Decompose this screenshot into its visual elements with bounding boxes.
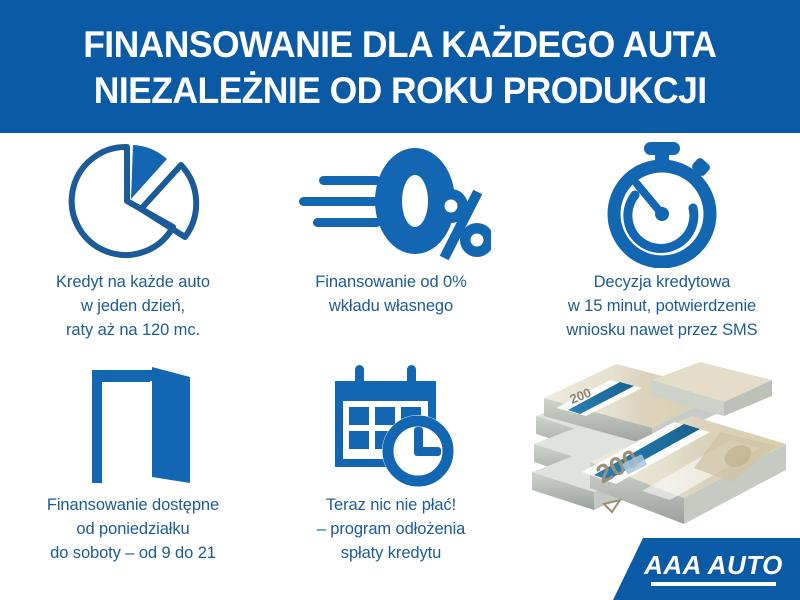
header-banner: FINANSOWANIE DLA KAŻDEGO AUTA NIEZALEŻNI… — [0, 0, 800, 133]
calendar-clock-icon — [258, 361, 524, 493]
caption-line: w jeden dzień, — [80, 297, 186, 315]
caption-line: w 15 minut, potwierdzenie — [567, 297, 757, 315]
caption-line: Finansowanie dostępne — [46, 496, 220, 514]
caption-line: Finansowanie od 0% — [315, 273, 467, 291]
headline-line-1: FINANSOWANIE DLA KAŻDEGO AUTA — [83, 23, 717, 65]
logo-underline — [651, 582, 776, 586]
feature-card-credit: Kredyt na każde auto w jeden dzień, raty… — [0, 138, 266, 363]
caption-line: od poniedziałku — [76, 520, 190, 538]
feature-caption: Finansowanie dostępne od poniedziałku do… — [0, 493, 266, 565]
zero-percent-icon — [258, 138, 524, 270]
aaa-auto-logo[interactable]: AAA AUTO — [613, 538, 800, 600]
feature-card-hours: Finansowanie dostępne od poniedziałku do… — [0, 361, 266, 591]
caption-line: raty aż na 120 mc. — [66, 321, 200, 339]
banknote-stacks-photo: 200 200 — [524, 358, 800, 533]
open-door-icon — [0, 361, 266, 493]
caption-line: Kredyt na każde auto — [56, 273, 210, 291]
caption-line: wniosku nawet przez SMS — [566, 321, 758, 339]
caption-line: do soboty – od 9 do 21 — [50, 544, 216, 562]
caption-line: Teraz nic nie płać! — [325, 496, 457, 514]
headline-line-2: NIEZALEŻNIE OD ROKU PRODUKCJI — [93, 69, 707, 111]
feature-caption: Decyzja kredytowa w 15 minut, potwierdze… — [524, 270, 800, 342]
feature-grid: Kredyt na każde auto w jeden dzień, raty… — [0, 133, 800, 600]
feature-caption: Teraz nic nie płać! – program odłożenia … — [258, 493, 524, 565]
caption-line: – program odłożenia — [316, 520, 466, 538]
feature-card-zero-percent: Finansowanie od 0% wkładu własnego — [258, 138, 524, 363]
caption-line: wkładu własnego — [328, 297, 454, 315]
stopwatch-icon — [524, 138, 800, 270]
feature-caption: Finansowanie od 0% wkładu własnego — [258, 270, 524, 318]
pie-chart-icon — [0, 138, 266, 270]
feature-card-decision: Decyzja kredytowa w 15 minut, potwierdze… — [524, 138, 800, 363]
feature-card-deferred: Teraz nic nie płać! – program odłożenia … — [258, 361, 524, 591]
caption-line: Decyzja kredytowa — [593, 273, 731, 291]
caption-line: spłaty kredytu — [340, 544, 442, 562]
feature-caption: Kredyt na każde auto w jeden dzień, raty… — [0, 270, 266, 342]
logo-text: AAA AUTO — [644, 550, 783, 580]
